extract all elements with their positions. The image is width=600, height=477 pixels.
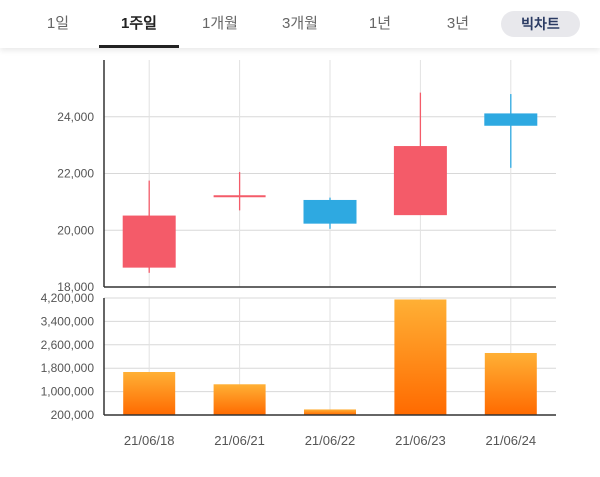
- period-tab-bar: 1일 1주일 1개월 3개월 1년 3년 빅차트: [0, 0, 600, 48]
- volume-tick-label: 3,400,000: [41, 314, 95, 328]
- date-tick-labels: 21/06/18 21/06/21 21/06/22 21/06/23 21/06/24: [124, 433, 536, 448]
- volume-tick-label: 2,600,000: [41, 338, 95, 352]
- candlesticks: [122, 92, 538, 273]
- volume-bar: [123, 372, 176, 415]
- candle-body: [393, 146, 447, 216]
- volume-tick-label: 1,000,000: [41, 385, 95, 399]
- axes: [103, 60, 556, 416]
- date-tick-label: 21/06/23: [395, 433, 446, 448]
- price-tick-label: 20,000: [57, 223, 94, 237]
- volume-tick-labels: 4,200,000 3,400,000 2,600,000 1,800,000 1,00…: [41, 291, 95, 422]
- volume-tick-label: 1,800,000: [41, 361, 95, 375]
- tab-1-week[interactable]: 1주일: [99, 0, 179, 48]
- tab-3-years[interactable]: 3년: [446, 15, 470, 32]
- candlestick: [303, 197, 357, 229]
- volume-bar: [213, 384, 266, 415]
- volume-tick-label: 4,200,000: [41, 291, 95, 305]
- candle-body: [303, 199, 357, 224]
- volume-bar: [484, 352, 537, 415]
- date-tick-label: 21/06/24: [485, 433, 536, 448]
- volume-tick-label: 200,000: [51, 408, 95, 422]
- price-tick-labels: 24,000 22,000 20,000 18,000: [57, 110, 94, 294]
- big-chart-button[interactable]: 빅차트: [501, 11, 580, 37]
- candle-body: [484, 113, 538, 126]
- candlestick: [213, 172, 266, 211]
- date-tick-label: 21/06/22: [305, 433, 356, 448]
- vertical-gridlines: [148, 60, 512, 415]
- volume-bar: [394, 299, 447, 415]
- tab-1-month[interactable]: 1개월: [202, 15, 238, 32]
- candlestick: [484, 94, 538, 168]
- date-tick-label: 21/06/21: [214, 433, 265, 448]
- tab-1-year[interactable]: 1년: [368, 15, 392, 32]
- candlestick: [122, 180, 176, 273]
- volume-bar: [304, 409, 356, 415]
- candlestick: [393, 92, 447, 216]
- price-tick-label: 22,000: [57, 167, 94, 181]
- candle-body: [122, 215, 176, 268]
- volume-bars: [123, 299, 537, 415]
- tab-1-day[interactable]: 1일: [46, 15, 70, 32]
- tab-3-months[interactable]: 3개월: [282, 15, 318, 32]
- date-tick-label: 21/06/18: [124, 433, 175, 448]
- price-tick-label: 24,000: [57, 110, 94, 124]
- price-tick-label: 18,000: [57, 280, 94, 294]
